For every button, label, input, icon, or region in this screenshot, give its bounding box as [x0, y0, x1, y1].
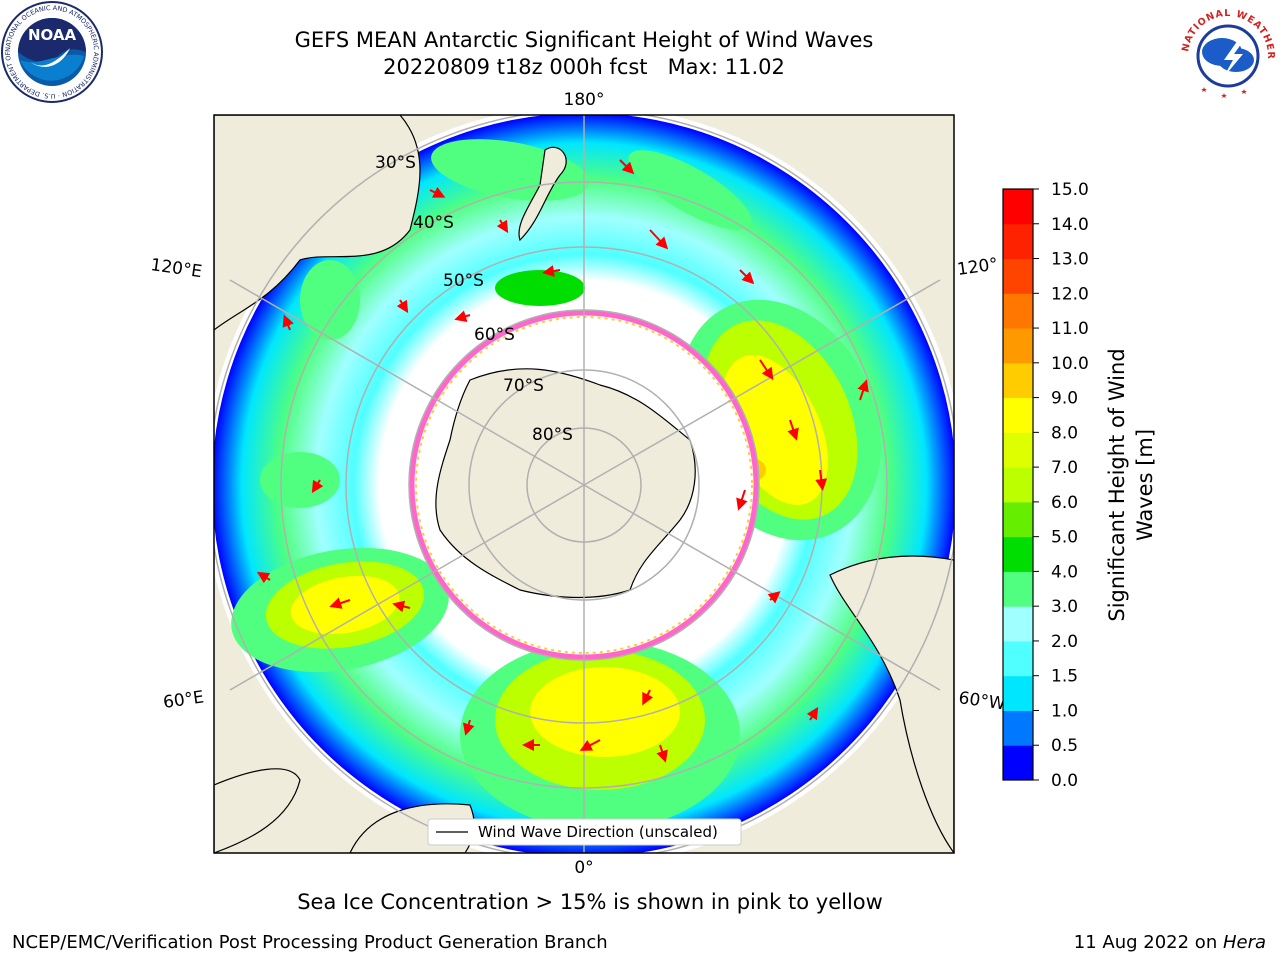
graticule — [214, 115, 954, 853]
colorbar-segment — [1003, 467, 1033, 503]
colorbar-tick-label: 8.0 — [1051, 423, 1078, 443]
colorbar-label-line1: Significant Height of Wind — [1105, 348, 1129, 621]
colorbar-segment — [1003, 189, 1033, 225]
legend-label: Wind Wave Direction (unscaled) — [478, 823, 718, 841]
sea-ice-note: Sea Ice Concentration > 15% is shown in … — [297, 890, 883, 914]
nws-logo: NATIONAL WEATHER SERVICE — [1176, 0, 1278, 102]
colorbar-tick-label: 7.0 — [1051, 458, 1078, 478]
colorbar-tick-label: 0.5 — [1051, 736, 1078, 756]
colorbar-segment — [1003, 328, 1033, 364]
footer-date: 11 Aug 2022 on Hera — [1074, 932, 1266, 953]
svg-text:NOAA: NOAA — [28, 26, 77, 44]
lon-label-top: 180° — [564, 90, 605, 110]
colorbar-tick-label: 15.0 — [1051, 180, 1089, 200]
lon-label-upper-left: 120°E — [149, 255, 203, 282]
colorbar-segment — [1003, 745, 1033, 781]
colorbar-segment — [1003, 293, 1033, 329]
lon-label-lower-left: 60°E — [162, 687, 205, 712]
map-legend: Wind Wave Direction (unscaled) — [427, 818, 742, 846]
colorbar-tick-label: 9.0 — [1051, 389, 1078, 409]
colorbar-segment — [1003, 397, 1033, 433]
colorbar — [1003, 189, 1033, 781]
colorbar-segment — [1003, 536, 1033, 572]
colorbar-tick-label: 4.0 — [1051, 562, 1078, 582]
lat-label-50s: 50°S — [443, 271, 484, 291]
noaa-logo: NATIONAL OCEANIC AND ATMOSPHERIC ADMINIS… — [0, 0, 103, 103]
colorbar-tick-label: 1.0 — [1051, 701, 1078, 721]
colorbar-segment — [1003, 223, 1033, 260]
lat-label-40s: 40°S — [413, 213, 454, 233]
antarctica — [435, 368, 696, 599]
chart-title: GEFS MEAN Antarctic Significant Height o… — [294, 28, 874, 52]
lat-label-80s: 80°S — [532, 425, 573, 445]
colorbar-segment — [1003, 571, 1033, 607]
lat-label-70s: 70°S — [503, 376, 544, 396]
colorbar-tick-label: 5.0 — [1051, 528, 1078, 548]
chart-subtitle: 20220809 t18z 000h fcst Max: 11.02 — [383, 55, 785, 79]
colorbar-tick-label: 12.0 — [1051, 284, 1089, 304]
colorbar-segment — [1003, 258, 1033, 294]
wind-wave-arrows — [256, 159, 869, 763]
lon-label-upper-right: 120° — [956, 254, 999, 280]
colorbar-segment — [1003, 640, 1033, 677]
colorbar-tick-label: 10.0 — [1051, 354, 1089, 374]
colorbar-segment — [1003, 362, 1033, 399]
colorbar-tick-label: 6.0 — [1051, 493, 1078, 513]
new-zealand — [518, 146, 567, 242]
footer-system: Hera — [1222, 932, 1266, 953]
colorbar-tick-label: 13.0 — [1051, 250, 1089, 270]
africa — [214, 768, 301, 853]
lon-label-lower-right: 60°W — [957, 688, 1006, 714]
colorbar-tick-label: 2.0 — [1051, 632, 1078, 652]
colorbar-segment — [1003, 606, 1033, 642]
colorbar-segment — [1003, 501, 1033, 538]
wave-height-field — [231, 139, 882, 830]
colorbar-tick-label: 0.0 — [1051, 771, 1078, 791]
colorbar-tick-label: 1.5 — [1051, 667, 1078, 687]
colorbar-tick-label: 3.0 — [1051, 597, 1078, 617]
footer-date-text: 11 Aug 2022 on — [1073, 932, 1223, 953]
lat-label-60s: 60°S — [474, 325, 515, 345]
colorbar-segment — [1003, 675, 1033, 711]
colorbar-label-line2: Waves [m] — [1133, 429, 1157, 541]
lon-label-bottom: 0° — [574, 858, 593, 878]
colorbar-segment — [1003, 710, 1033, 746]
colorbar-tick-label: 11.0 — [1051, 319, 1089, 339]
colorbar-segment — [1003, 432, 1033, 468]
footer-credit: NCEP/EMC/Verification Post Processing Pr… — [12, 932, 608, 953]
map-frame — [213, 114, 955, 854]
lat-label-30s: 30°S — [375, 153, 416, 173]
colorbar-tick-label: 14.0 — [1051, 215, 1089, 235]
colorbar-frame — [1002, 188, 1034, 781]
